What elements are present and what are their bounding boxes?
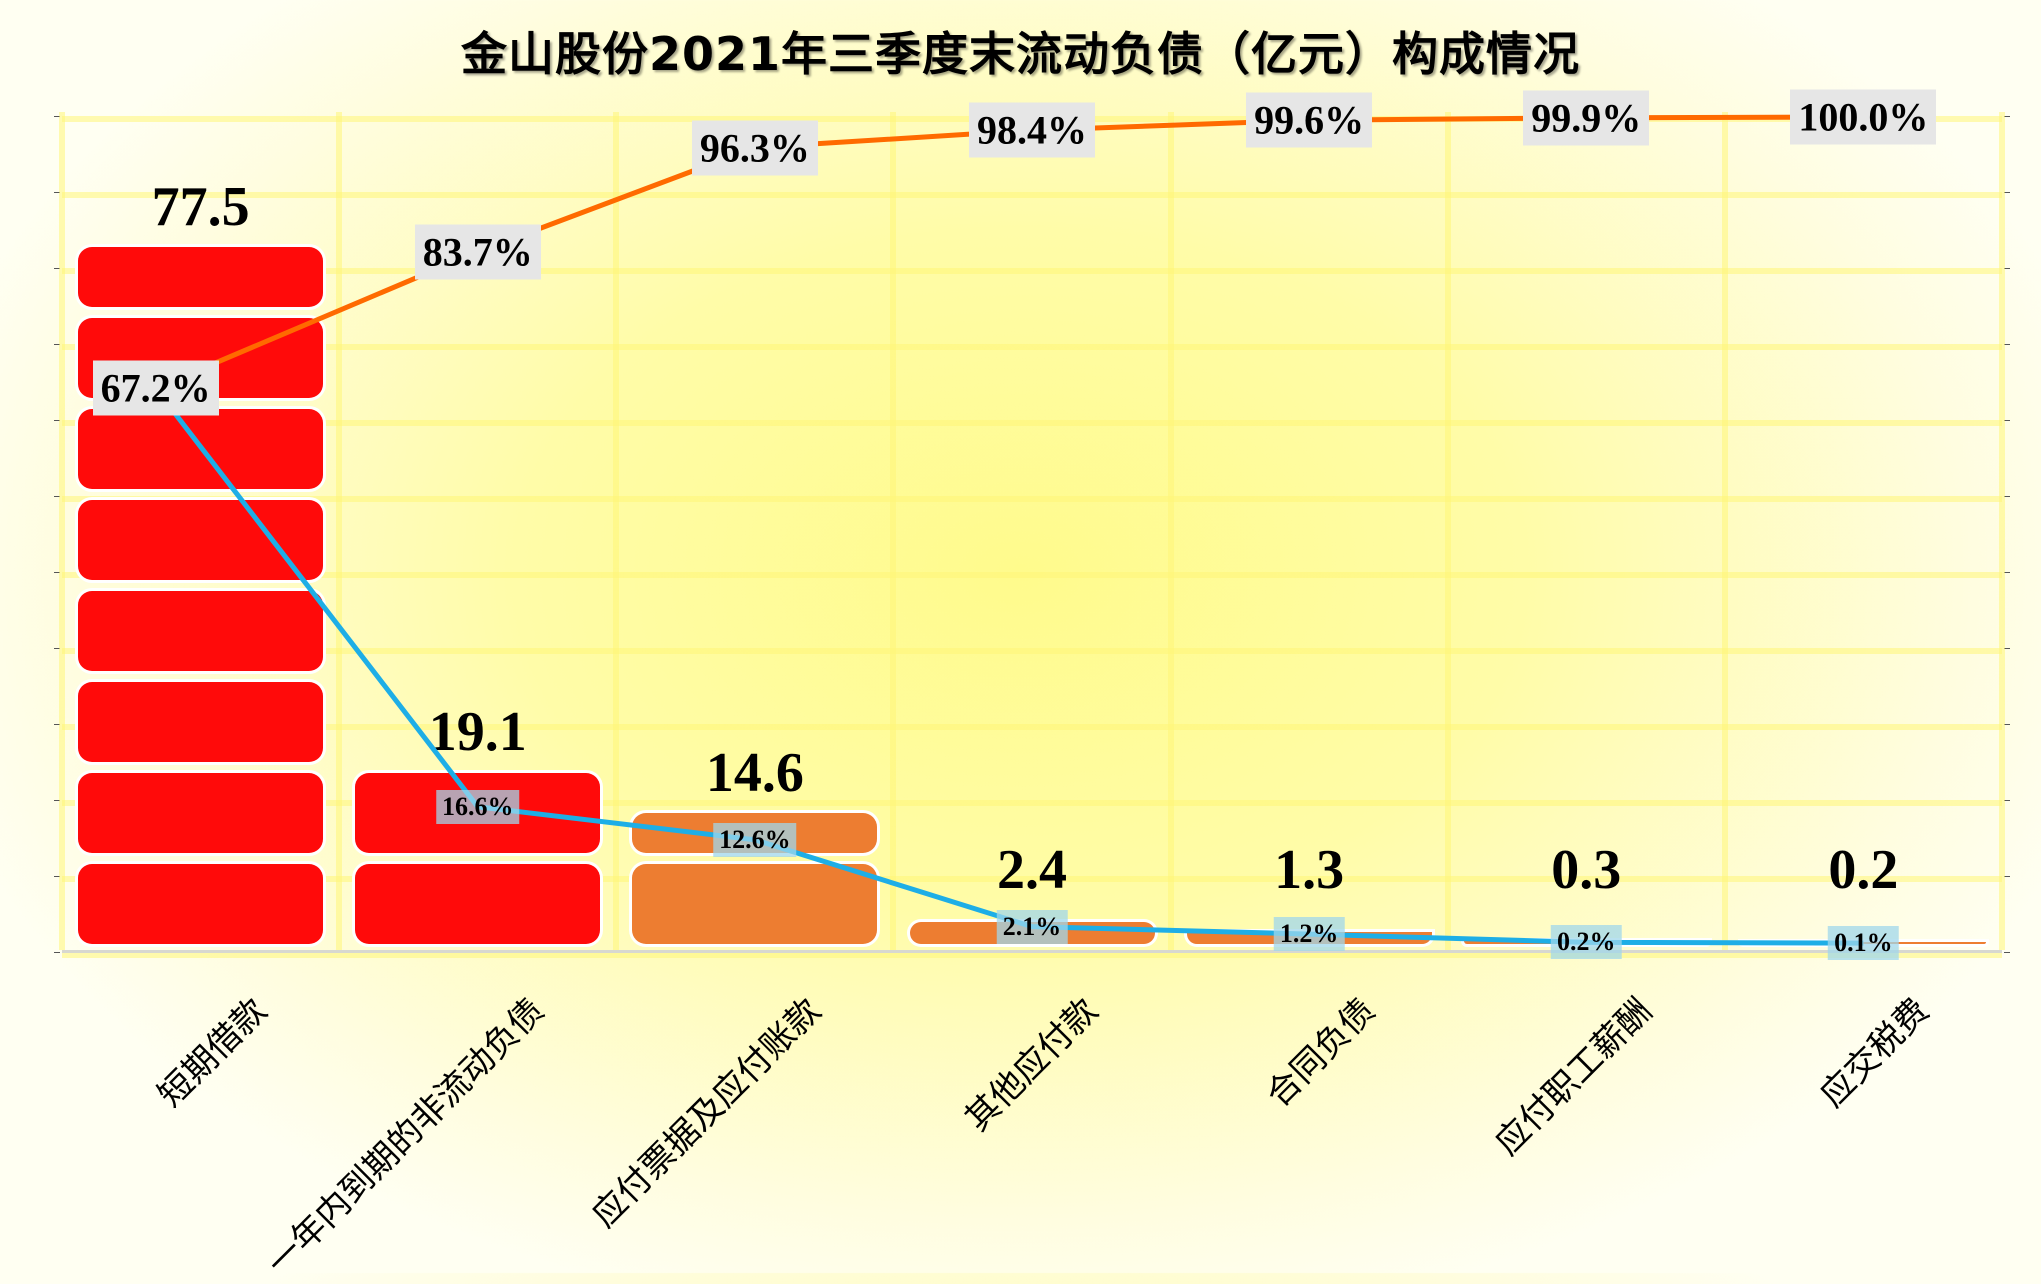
x-axis-category-label: 应付职工薪酬 [1487, 990, 1661, 1164]
y-axis-tick [2004, 724, 2010, 725]
x-axis-line [62, 950, 2002, 953]
gridline-horizontal [62, 724, 2002, 730]
bar-segment [632, 863, 878, 944]
cumulative-share-label: 83.7% [414, 224, 541, 280]
y-axis-tick [2004, 800, 2010, 801]
individual-share-label: 0.2% [1551, 925, 1622, 960]
bar-segment [78, 682, 324, 762]
bar-segment [78, 500, 324, 580]
x-axis-category-label: 短期借款 [150, 990, 275, 1116]
gridline-horizontal [62, 952, 2002, 958]
individual-share-label: 2.1% [996, 909, 1068, 944]
gridline-horizontal [62, 496, 2002, 502]
cumulative-share-label: 67.2% [92, 360, 219, 416]
plot-area: 77.5 19.1 14.6 2.4 1.3 0.3 0.2 67.2% 83.7% 96.3% 9… [54, 89, 2010, 961]
bar-value-label: 0.3 [1551, 839, 1622, 901]
y-axis-tick [54, 876, 60, 877]
cumulative-share-label: 100.0% [1790, 89, 1937, 145]
bar-segment [78, 246, 324, 307]
cumulative-share-label: 98.4% [969, 102, 1095, 158]
bar-value-label: 0.2 [1828, 839, 1899, 901]
gridline-vertical [890, 112, 897, 950]
y-axis-tick [2004, 116, 2010, 117]
y-axis-tick [54, 496, 60, 497]
gridline-vertical [613, 112, 620, 950]
x-axis-category-label: 应付票据及应付账款 [584, 990, 829, 1236]
bar-value-label: 19.1 [428, 701, 527, 764]
y-axis-tick [54, 420, 60, 421]
gridline-vertical [336, 112, 343, 950]
gridline-horizontal [62, 572, 2002, 578]
gridline-horizontal [62, 192, 2002, 198]
cumulative-share-label: 99.9% [1523, 90, 1650, 146]
individual-share-label: 12.6% [713, 822, 797, 857]
y-axis-tick [54, 344, 60, 345]
y-axis-tick [2004, 344, 2010, 345]
bar-value-label: 14.6 [705, 741, 804, 804]
y-axis-tick [54, 724, 60, 725]
line-series-layer [153, 114, 1864, 946]
gridline-vertical [1721, 112, 1728, 950]
bar-segment [78, 864, 324, 944]
x-axis-category-label: 应交税费 [1812, 990, 1938, 1116]
individual-share-label: 16.6% [435, 789, 520, 824]
bar[interactable] [78, 246, 324, 944]
y-axis-tick [54, 116, 60, 117]
gridline-vertical [1167, 112, 1174, 950]
bar-value-label: 77.5 [151, 175, 250, 238]
gridline-horizontal [62, 344, 2002, 350]
gridline-horizontal [62, 800, 2002, 806]
y-axis-tick [54, 648, 60, 649]
individual-share-label: 0.1% [1828, 926, 1899, 961]
y-axis-tick [54, 800, 60, 801]
x-axis-category-label: 一年内到期的非流动负债 [258, 990, 552, 1284]
chart-title: 金山股份2021年三季度末流动负债（亿元）构成情况 [460, 27, 1581, 81]
gridline-horizontal [62, 648, 2002, 654]
y-axis-tick [2004, 268, 2010, 269]
individual-share-line [153, 386, 1864, 946]
gridline-horizontal [62, 268, 2002, 274]
y-axis-tick [2004, 496, 2010, 497]
y-axis-tick [2004, 572, 2010, 573]
cumulative-share-label: 99.6% [1246, 92, 1373, 148]
cumulative-share-label: 96.3% [691, 120, 818, 176]
bar[interactable] [632, 812, 878, 944]
bar-value-label: 1.3 [1274, 839, 1345, 901]
bar-segment [78, 591, 324, 671]
y-axis-tick [54, 192, 60, 193]
x-axis-category-label: 合同负债 [1258, 990, 1384, 1116]
y-axis-tick [2004, 876, 2010, 877]
y-axis-tick [2004, 420, 2010, 421]
y-axis-tick [2004, 648, 2010, 649]
y-axis-tick [54, 572, 60, 573]
y-axis-tick [54, 952, 60, 953]
gridline-vertical [59, 112, 65, 950]
x-axis-category-label: 其他应付款 [957, 990, 1106, 1140]
y-axis-tick [2004, 192, 2010, 193]
bar-segment [355, 863, 601, 944]
gridline-horizontal [62, 876, 2002, 882]
bar-segment [78, 773, 324, 853]
y-axis-tick [2004, 952, 2010, 953]
gridline-vertical [1999, 112, 2005, 950]
gridline-vertical [1444, 112, 1451, 950]
gridline-horizontal [62, 420, 2002, 426]
individual-share-label: 1.2% [1273, 917, 1345, 952]
y-axis-tick [54, 268, 60, 269]
bar-value-label: 2.4 [997, 839, 1067, 901]
